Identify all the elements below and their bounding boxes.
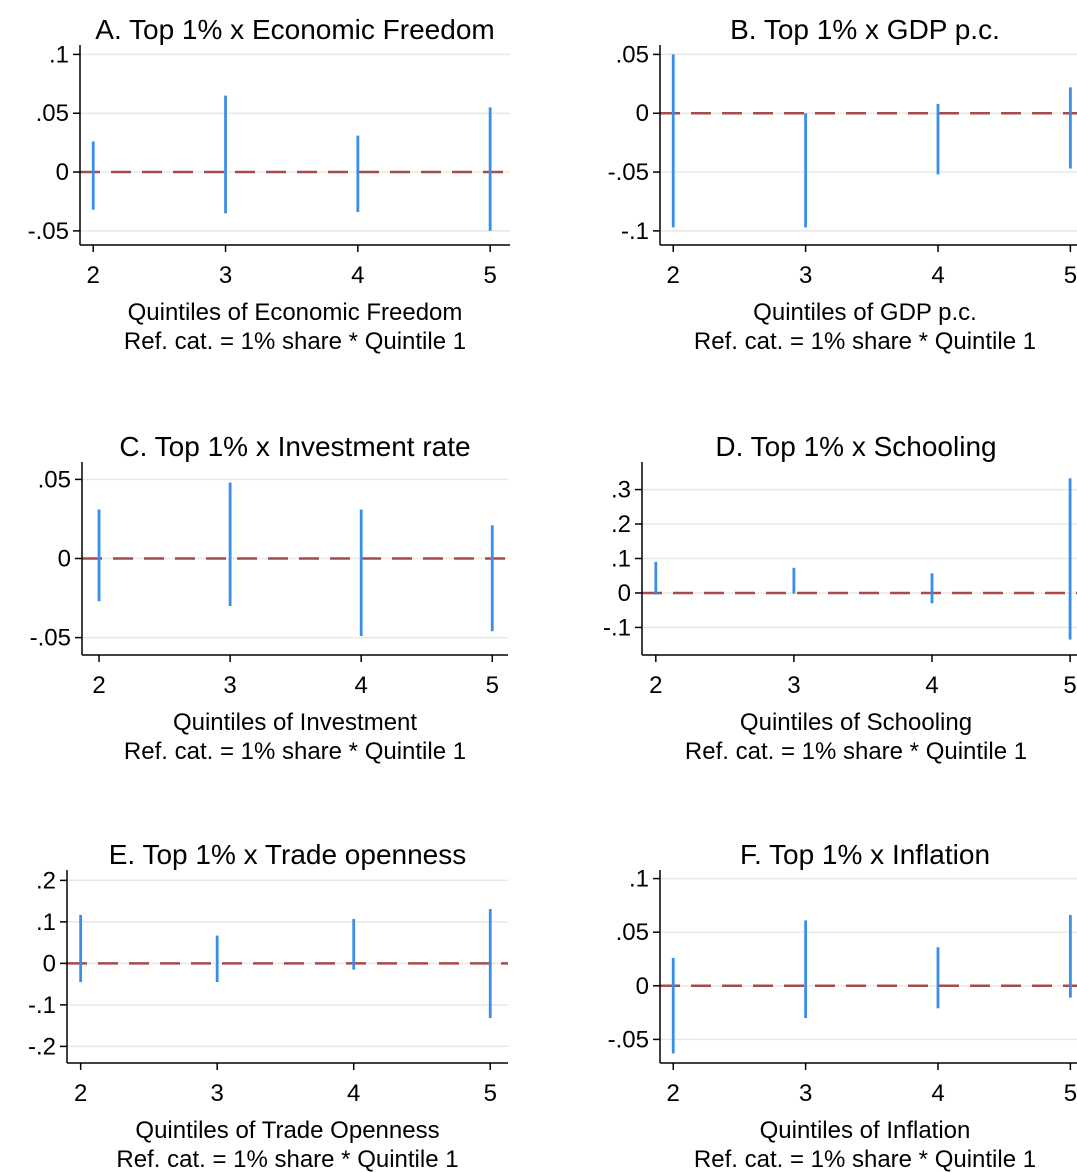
x-tick-label: 3: [799, 262, 812, 289]
panel-f: -.05 0 .05 .1 2 3 4 5 F. Top 1% x Inflation Quint…: [608, 839, 1077, 1172]
x-axis-label: Quintiles of Trade Openness: [135, 1117, 439, 1144]
y-tick-label: .1: [36, 909, 56, 936]
x-axis-sublabel: Ref. cat. = 1% share * Quintile 1: [694, 1146, 1036, 1172]
y-tick-label: .05: [36, 100, 69, 127]
panel-title: A. Top 1% x Economic Freedom: [95, 14, 494, 45]
y-tick-label: 0: [636, 100, 649, 127]
x-axis-sublabel: Ref. cat. = 1% share * Quintile 1: [124, 738, 466, 765]
y-tick-label: 0: [43, 950, 56, 977]
y-tick-label: 0: [618, 580, 631, 607]
x-tick-label: 4: [931, 262, 944, 289]
y-tick-label: .05: [616, 41, 649, 68]
y-tick-label: .1: [49, 41, 69, 68]
x-tick-label: 2: [92, 672, 105, 699]
y-tick-label: -.1: [28, 992, 56, 1019]
panel-title: E. Top 1% x Trade openness: [109, 839, 467, 870]
x-axis-sublabel: Ref. cat. = 1% share * Quintile 1: [116, 1146, 458, 1172]
x-tick-label: 4: [347, 1080, 360, 1107]
panel-e: -.2 -.1 0 .1 .2 2 3 4 5 E. Top 1% x Trade opennes…: [28, 839, 508, 1172]
y-tick-label: -.05: [30, 625, 71, 652]
y-tick-label: -.1: [621, 218, 649, 245]
y-tick-label: 0: [58, 546, 71, 573]
y-tick-label: .05: [38, 466, 71, 493]
x-tick-label: 5: [486, 672, 499, 699]
panel-d: -.1 0 .1 .2 .3 2 3 4 5 D. Top 1% x Schooling Quint…: [603, 431, 1077, 765]
x-tick-label: 2: [667, 262, 680, 289]
x-tick-label: 2: [74, 1080, 87, 1107]
x-tick-label: 5: [1064, 262, 1077, 289]
x-axis-label: Quintiles of Investment: [173, 709, 417, 736]
x-tick-label: 3: [799, 1080, 812, 1107]
x-tick-label: 2: [87, 262, 100, 289]
y-tick-label: 0: [56, 159, 69, 186]
x-axis-label: Quintiles of Schooling: [740, 709, 972, 736]
x-tick-label: 3: [211, 1080, 224, 1107]
x-axis-label: Quintiles of Inflation: [760, 1117, 971, 1144]
x-tick-label: 2: [667, 1080, 680, 1107]
panel-title: F. Top 1% x Inflation: [740, 839, 990, 870]
x-tick-label: 2: [649, 672, 662, 699]
panel-title: C. Top 1% x Investment rate: [119, 431, 470, 462]
x-tick-label: 4: [351, 262, 364, 289]
x-axis-sublabel: Ref. cat. = 1% share * Quintile 1: [124, 328, 466, 355]
panel-title: D. Top 1% x Schooling: [715, 431, 996, 462]
y-tick-label: .1: [611, 546, 631, 573]
x-tick-label: 4: [931, 1080, 944, 1107]
y-tick-label: .2: [611, 511, 631, 538]
x-tick-label: 5: [484, 1080, 497, 1107]
y-tick-label: -.05: [608, 159, 649, 186]
y-tick-label: 0: [636, 973, 649, 1000]
y-tick-label: -.05: [608, 1026, 649, 1053]
y-tick-label: -.2: [28, 1033, 56, 1060]
y-tick-label: .1: [629, 866, 649, 893]
x-axis-label: Quintiles of Economic Freedom: [128, 299, 463, 326]
y-tick-label: .05: [616, 919, 649, 946]
y-tick-label: -.05: [28, 218, 69, 245]
y-tick-label: .2: [36, 867, 56, 894]
x-axis-label: Quintiles of GDP p.c.: [753, 299, 977, 326]
x-tick-label: 4: [355, 672, 368, 699]
panel-a: -.05 0 .05 .1 2 3 4 5 A. Top 1% x Economic Freed…: [28, 14, 510, 355]
x-tick-label: 3: [219, 262, 232, 289]
x-tick-label: 5: [483, 262, 496, 289]
y-tick-label: .3: [611, 477, 631, 504]
x-axis-sublabel: Ref. cat. = 1% share * Quintile 1: [694, 328, 1036, 355]
x-tick-label: 5: [1063, 672, 1076, 699]
x-axis-sublabel: Ref. cat. = 1% share * Quintile 1: [685, 738, 1027, 765]
x-tick-label: 3: [787, 672, 800, 699]
panel-b: -.1 -.05 0 .05 2 3 4 5 B. Top 1% x GDP p.c. Quint…: [608, 14, 1077, 355]
y-tick-label: -.1: [603, 614, 631, 641]
x-tick-label: 3: [223, 672, 236, 699]
panel-c: -.05 0 .05 2 3 4 5 C. Top 1% x Investment rate Q…: [30, 431, 508, 765]
x-tick-label: 5: [1064, 1080, 1077, 1107]
x-tick-label: 4: [925, 672, 938, 699]
panel-title: B. Top 1% x GDP p.c.: [730, 14, 1000, 45]
